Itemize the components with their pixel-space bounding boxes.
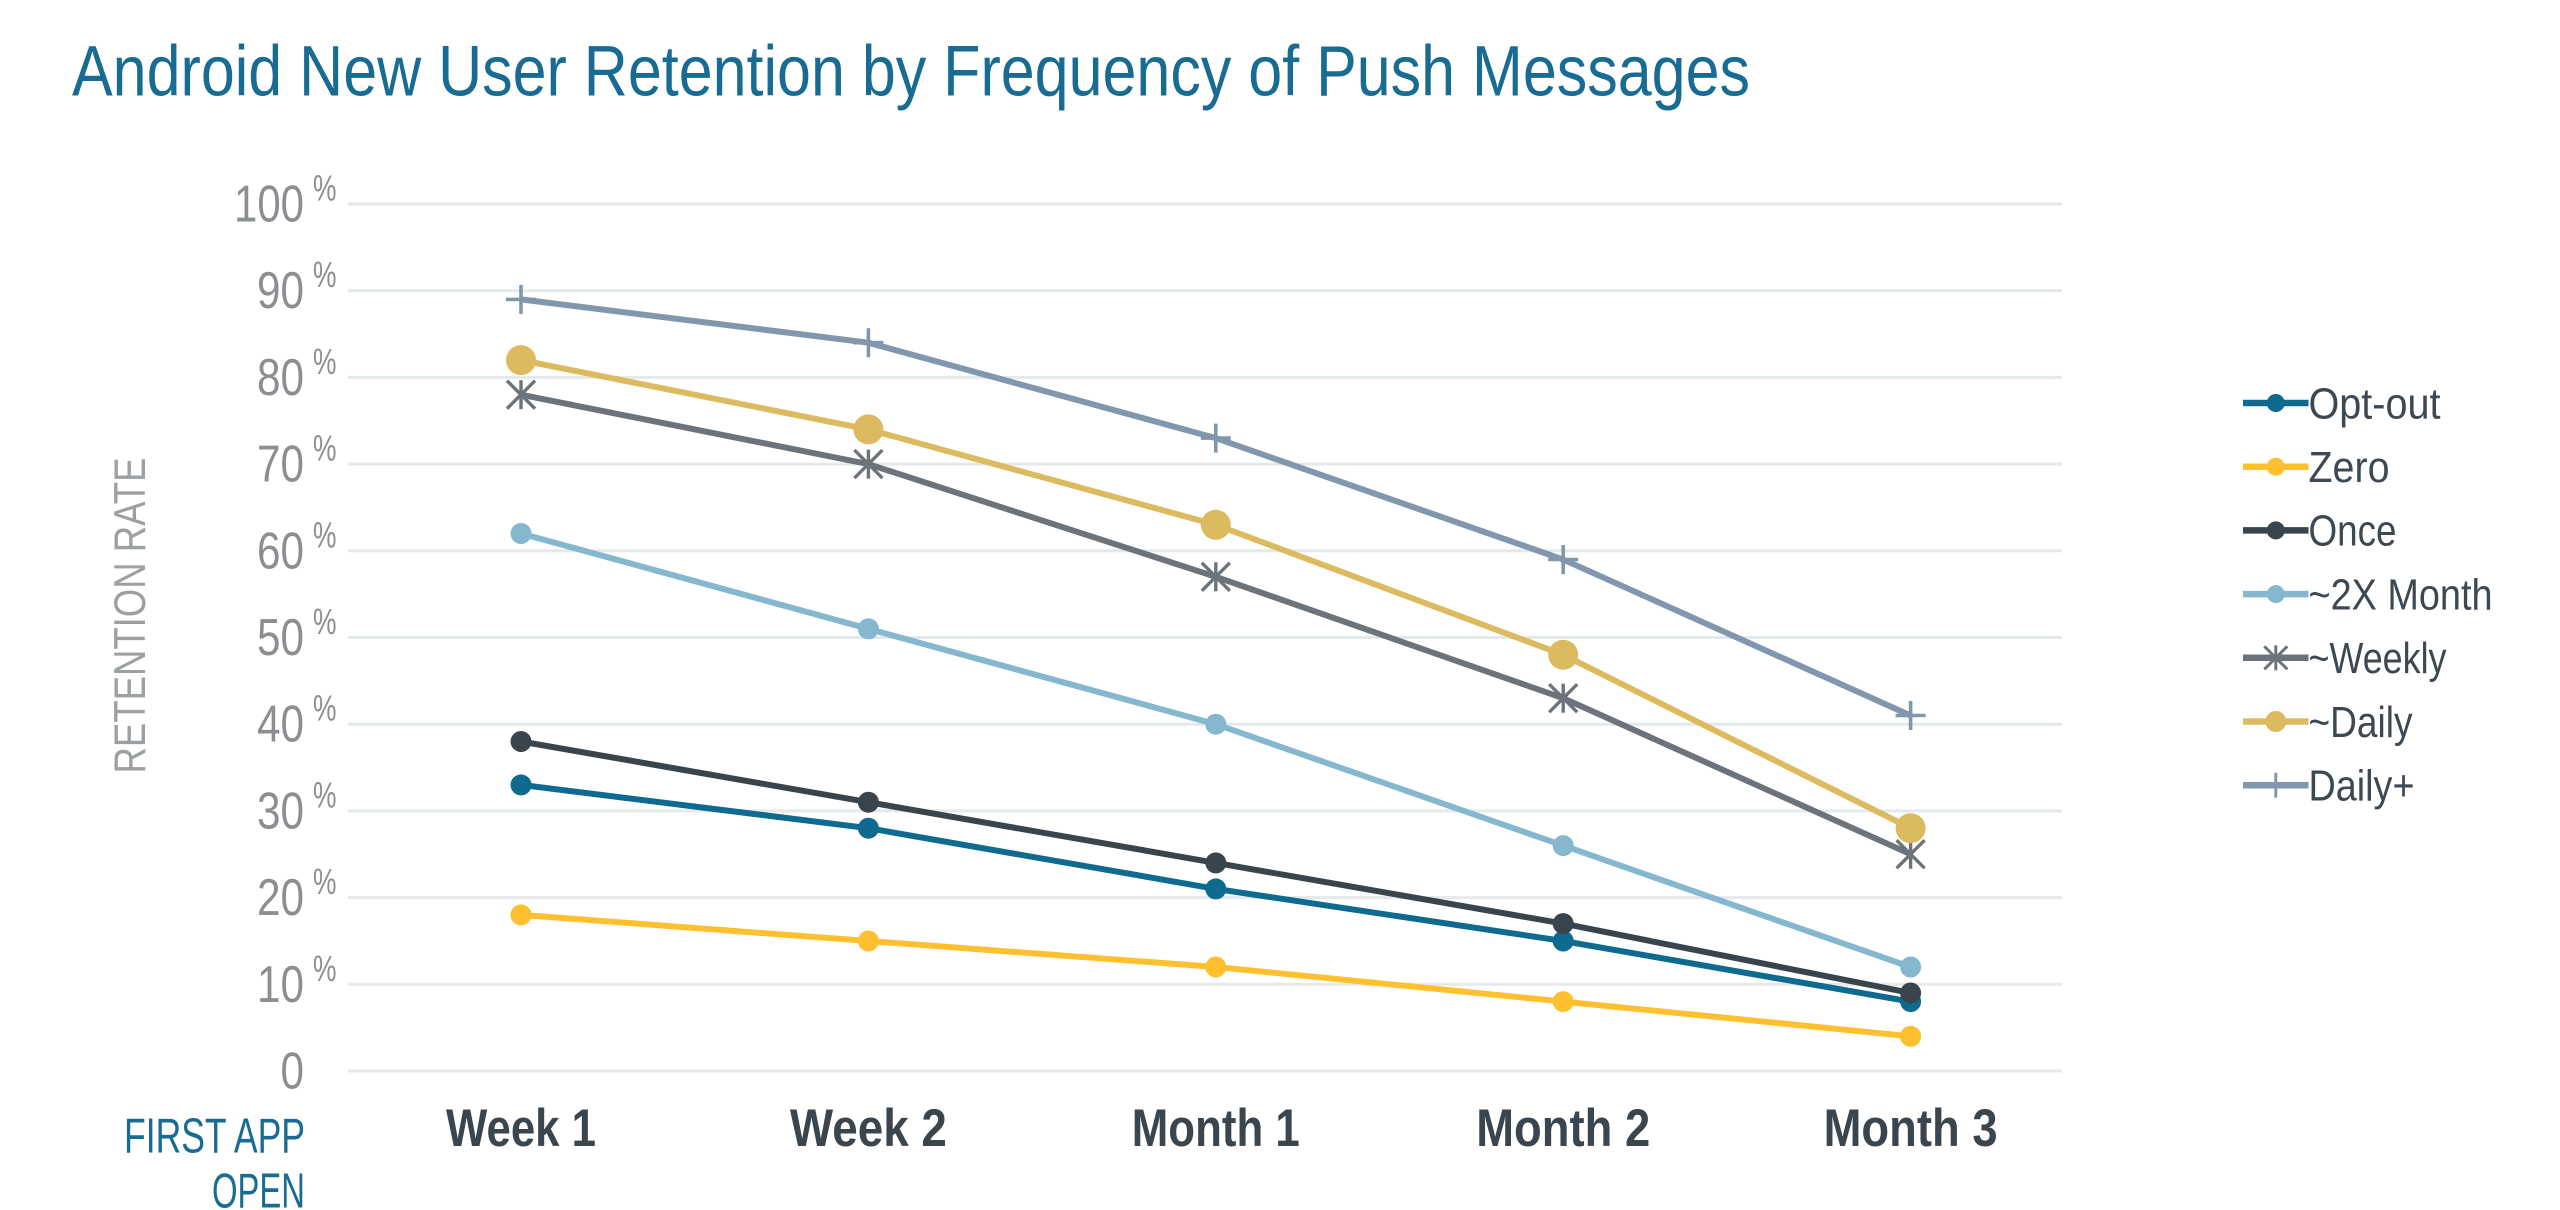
svg-text:80: 80 bbox=[257, 348, 304, 406]
svg-text:%: % bbox=[313, 168, 337, 209]
svg-text:%: % bbox=[313, 514, 337, 555]
svg-text:~2X Month: ~2X Month bbox=[2309, 570, 2493, 619]
svg-text:RETENTION RATE: RETENTION RATE bbox=[106, 458, 155, 774]
svg-text:30: 30 bbox=[257, 781, 304, 839]
svg-text:Week 2: Week 2 bbox=[790, 1099, 947, 1158]
svg-text:90: 90 bbox=[257, 261, 304, 319]
svg-text:Android New User Retention by: Android New User Retention by Frequency … bbox=[72, 33, 1750, 112]
svg-text:%: % bbox=[313, 254, 337, 295]
svg-text:%: % bbox=[313, 341, 337, 382]
svg-text:%: % bbox=[313, 774, 337, 815]
svg-text:100: 100 bbox=[234, 175, 304, 233]
svg-text:40: 40 bbox=[257, 695, 304, 753]
svg-text:Zero: Zero bbox=[2309, 443, 2390, 492]
svg-text:Month 1: Month 1 bbox=[1132, 1099, 1300, 1158]
svg-text:70: 70 bbox=[257, 435, 304, 493]
svg-text:Daily+: Daily+ bbox=[2309, 762, 2415, 811]
svg-text:Month 2: Month 2 bbox=[1476, 1099, 1650, 1158]
svg-text:~Weekly: ~Weekly bbox=[2309, 634, 2447, 683]
svg-text:FIRST APP: FIRST APP bbox=[124, 1110, 305, 1164]
svg-text:%: % bbox=[313, 948, 337, 989]
svg-text:OPEN: OPEN bbox=[212, 1165, 305, 1210]
svg-text:10: 10 bbox=[257, 955, 304, 1013]
svg-text:Once: Once bbox=[2309, 507, 2397, 556]
svg-text:%: % bbox=[313, 428, 337, 469]
svg-text:%: % bbox=[313, 688, 337, 729]
svg-text:20: 20 bbox=[257, 868, 304, 926]
svg-text:~Daily: ~Daily bbox=[2309, 698, 2413, 747]
svg-text:50: 50 bbox=[257, 608, 304, 666]
svg-text:0: 0 bbox=[281, 1042, 305, 1100]
svg-text:Month 3: Month 3 bbox=[1824, 1099, 1998, 1158]
svg-text:%: % bbox=[313, 601, 337, 642]
svg-text:Opt-out: Opt-out bbox=[2309, 379, 2441, 428]
svg-text:60: 60 bbox=[257, 521, 304, 579]
svg-text:Week 1: Week 1 bbox=[446, 1099, 596, 1158]
svg-text:%: % bbox=[313, 861, 337, 902]
